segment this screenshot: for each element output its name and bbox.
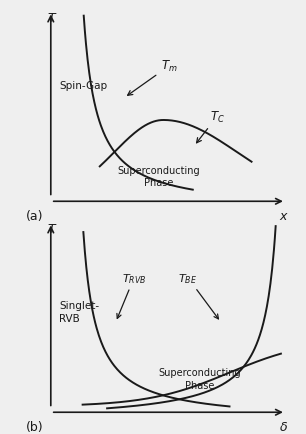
Text: x: x [280,210,287,223]
Text: $T_C$: $T_C$ [196,109,225,144]
Text: δ: δ [279,420,287,433]
Text: (a): (a) [26,210,44,223]
Text: T: T [47,222,55,235]
Text: Spin-Gap: Spin-Gap [59,81,107,91]
Text: T: T [47,12,55,25]
Text: Superconducting
Phase: Superconducting Phase [117,165,200,188]
Text: Singlet-
RVB: Singlet- RVB [59,301,99,323]
Text: $T_{RVB}$: $T_{RVB}$ [117,271,146,319]
Text: $T_m$: $T_m$ [128,59,177,96]
Text: Superconducting
Phase: Superconducting Phase [159,367,241,390]
Text: $T_{BE}$: $T_{BE}$ [178,271,218,319]
Text: (b): (b) [26,420,44,433]
